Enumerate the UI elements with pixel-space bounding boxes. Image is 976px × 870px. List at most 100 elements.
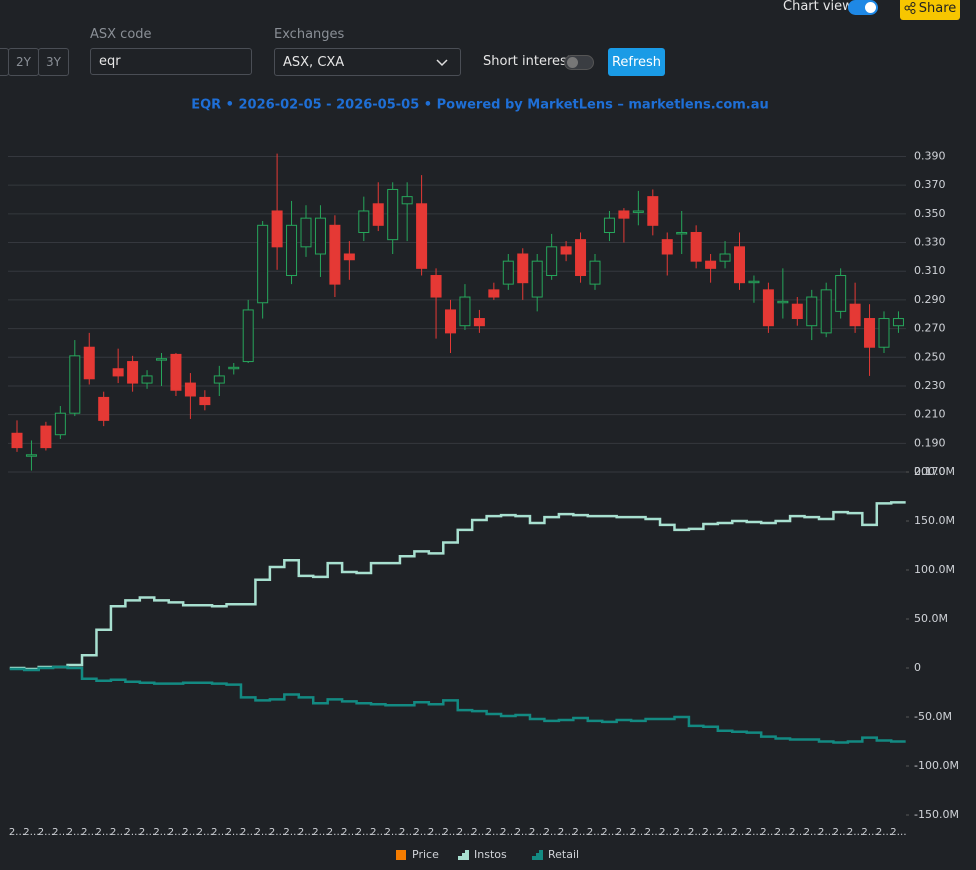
x-tick-label: 2… (847, 827, 863, 838)
y-tick-label: -100.0M (914, 759, 959, 772)
candle-body (502, 260, 514, 285)
legend-item: Instos (458, 848, 507, 861)
x-tick-label: 2… (587, 827, 603, 838)
y-tick-label: 0.290 (914, 293, 946, 306)
legend-item: Price (396, 848, 439, 861)
candle-body (864, 318, 876, 348)
x-tick-label: 2… (139, 827, 155, 838)
candle-body (199, 396, 211, 406)
short-interest-label: Short interest (483, 54, 572, 69)
chevron (436, 59, 448, 67)
candle-body (69, 355, 81, 414)
x-tick-label: 2… (731, 827, 747, 838)
refresh-button[interactable]: Refresh (608, 48, 665, 76)
candle-body (300, 217, 312, 248)
exchanges-label: Exchanges (274, 27, 345, 42)
x-tick-label: 2… (616, 827, 632, 838)
x-tick-label: 2… (543, 827, 559, 838)
x-tick-label: 2… (413, 827, 429, 838)
y-tick-label: -150.0M (914, 808, 959, 821)
candle-body (690, 231, 702, 262)
candle-body (358, 210, 370, 233)
exchanges-select[interactable]: ASX, CXA (274, 48, 461, 76)
candle-body (603, 217, 615, 233)
y-tick-label: 100.0M (914, 563, 955, 576)
series-line (9, 665, 906, 744)
x-tick-label: 2… (760, 827, 776, 838)
chart: EQR • 2026-02-05 - 2026-05-05 • Powered … (8, 98, 959, 861)
candle-body (762, 289, 774, 327)
asx-code-input[interactable]: eqr (90, 48, 252, 75)
range-button[interactable]: 3Y (38, 48, 69, 76)
y-tick-label: 0.350 (914, 207, 946, 220)
x-tick-label: 2… (182, 827, 198, 838)
legend-label: Instos (474, 848, 507, 861)
y-tick-label: 50.0M (914, 612, 948, 625)
candle-body (589, 260, 601, 285)
x-tick-label: 2… (601, 827, 617, 838)
candle-body (806, 296, 818, 327)
chart-view-toggle[interactable] (848, 0, 878, 15)
candle-body (184, 382, 196, 397)
candle-body (141, 375, 153, 384)
candle-body (459, 296, 471, 327)
candle-body (112, 368, 124, 377)
x-tick-label: 2… (572, 827, 588, 838)
x-tick-label: 2… (876, 827, 892, 838)
x-tick-label: 2… (442, 827, 458, 838)
x-tick-label: 2… (226, 827, 242, 838)
candle-body (531, 260, 543, 298)
candle-body (445, 309, 456, 334)
y-tick-label: 0.250 (914, 350, 946, 363)
candle-body (127, 361, 139, 384)
x-tick-label: 2… (630, 827, 646, 838)
x-tick-label: 2… (500, 827, 516, 838)
candle-body (777, 300, 789, 304)
candle-body (546, 246, 558, 277)
y-tick-label: 0.230 (914, 379, 946, 392)
candle-body (329, 224, 341, 285)
short-interest-toggle[interactable] (564, 55, 594, 70)
x-tick-label: 2… (211, 827, 227, 838)
x-tick-label: 2… (428, 827, 444, 838)
legend-label: Retail (548, 848, 579, 861)
candle-body (430, 275, 442, 298)
candle-body (372, 203, 384, 226)
x-tick-label: 2… (254, 827, 270, 838)
x-tick-label: 2… (818, 827, 834, 838)
x-tick-label: 2… (674, 827, 690, 838)
y-tick-label: 150.0M (914, 514, 955, 527)
candle-body (835, 275, 847, 312)
x-tick-label: 2… (385, 827, 401, 838)
x-tick-label: 2… (515, 827, 531, 838)
x-tick-label: 2… (269, 827, 285, 838)
candle-body (632, 210, 644, 213)
series-line (9, 501, 906, 671)
y-tick-label: 0 (914, 661, 921, 674)
x-tick-label: 2… (717, 827, 733, 838)
y-tick-label: 200.0M (914, 465, 955, 478)
x-tick-label: 2… (688, 827, 704, 838)
x-tick-label: 2… (67, 827, 83, 838)
y-tick-label: 0.390 (914, 149, 946, 162)
candle-body (820, 289, 832, 334)
candle-body (734, 246, 745, 284)
candle-body (748, 280, 760, 284)
candle-body (791, 303, 803, 320)
candle-body (314, 217, 326, 255)
candle-body (170, 353, 182, 391)
candle-body (271, 210, 283, 248)
legend-swatch (396, 850, 406, 860)
x-tick-label: 2… (312, 827, 328, 838)
x-tick-label: 2… (341, 827, 357, 838)
range-button[interactable]: 2Y (8, 48, 39, 76)
y-tick-label: 0.210 (914, 408, 946, 421)
share-button[interactable]: Share (900, 0, 960, 20)
x-tick-label: 2… (457, 827, 473, 838)
x-tick-label: 2… (81, 827, 97, 838)
x-tick-label: 2… (861, 827, 877, 838)
x-tick-label: 2… (370, 827, 386, 838)
x-tick-label: 2… (471, 827, 487, 838)
candle-body (228, 366, 240, 370)
